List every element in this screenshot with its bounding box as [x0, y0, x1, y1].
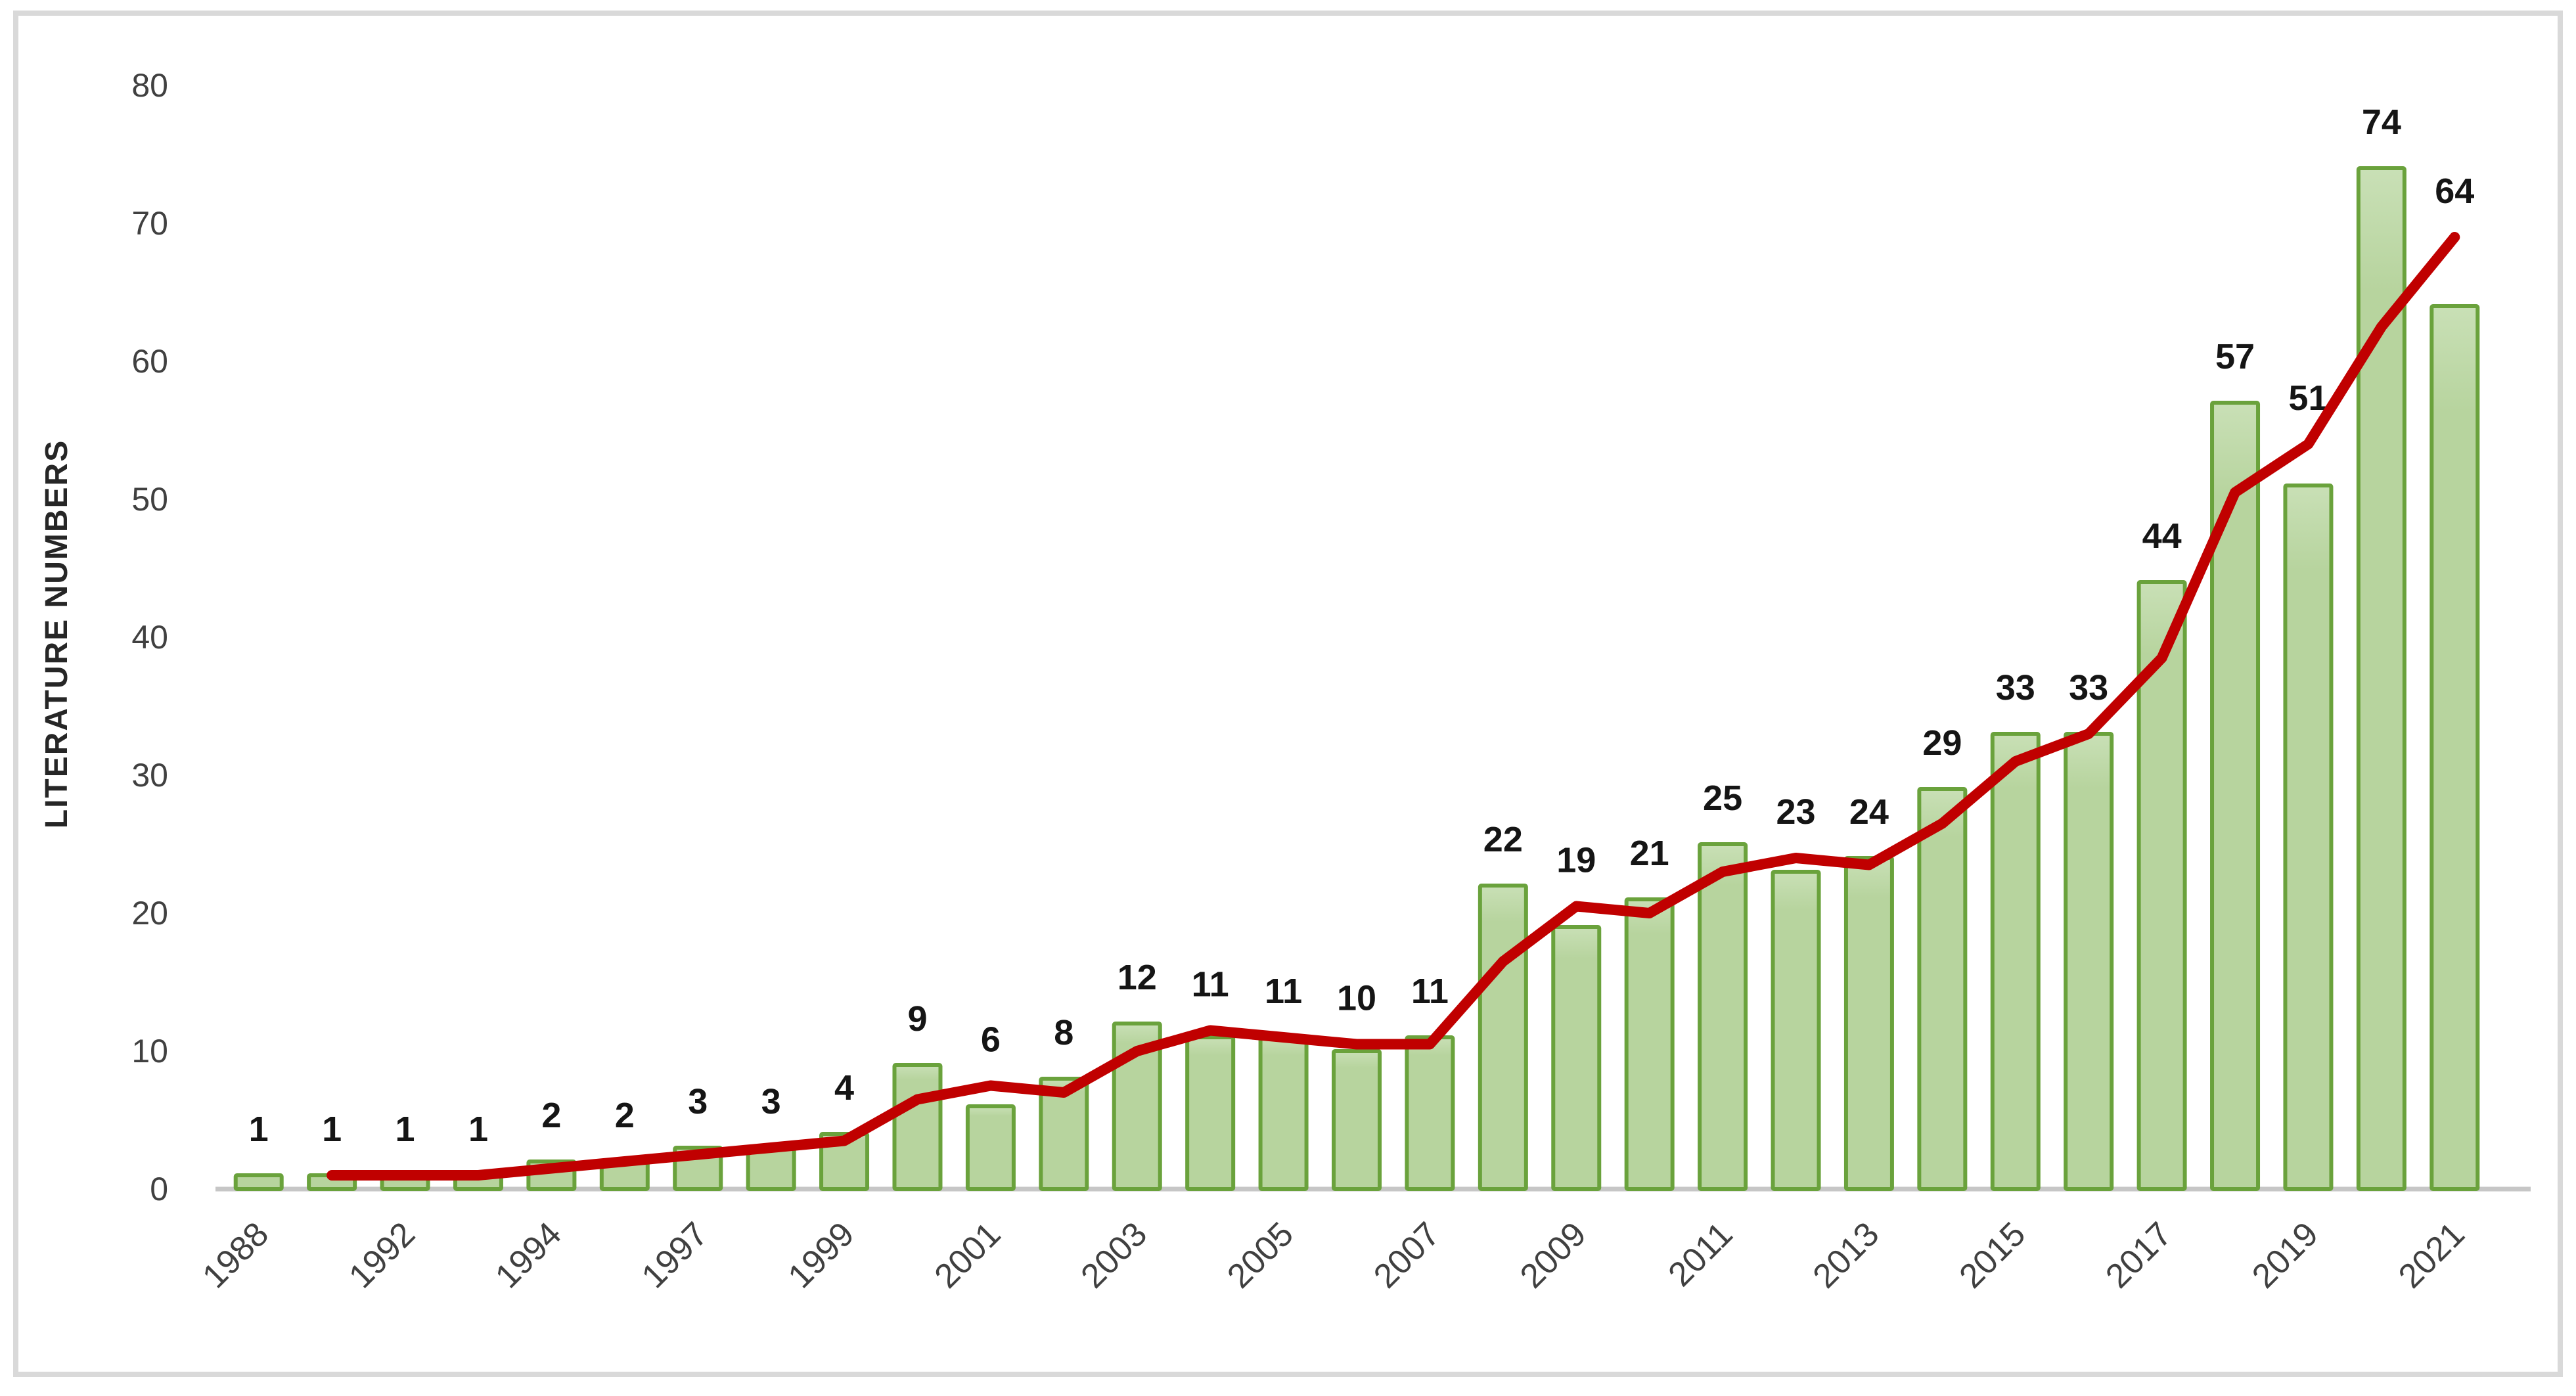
bar-2005	[1258, 1035, 1309, 1191]
bar-2018	[2210, 401, 2261, 1191]
data-label-1999: 4	[834, 1068, 854, 1108]
bar-2003	[1112, 1022, 1162, 1191]
y-axis-ticks: 0 10 20 30 40 50 60 70 80	[131, 67, 168, 1207]
y-tick-label: 70	[131, 205, 168, 242]
data-label-1998: 3	[761, 1082, 781, 1121]
data-label-2020: 74	[2362, 102, 2401, 142]
data-label-2018: 57	[2215, 337, 2255, 376]
bar-2010	[1624, 897, 1675, 1191]
bar-2019	[2283, 484, 2334, 1191]
bar-2009	[1551, 925, 1602, 1191]
data-label-2010: 21	[1630, 834, 1669, 873]
data-label-1994: 2	[541, 1096, 561, 1135]
data-label-2011: 25	[1703, 778, 1742, 818]
data-label-2021: 64	[2435, 171, 2474, 211]
data-label-2014: 29	[1922, 723, 1962, 763]
bar-2014	[1917, 787, 1968, 1191]
data-label-2008: 22	[1483, 820, 1523, 859]
bar-2000	[892, 1063, 943, 1191]
data-label-1996: 2	[615, 1096, 635, 1135]
bar-2012	[1771, 870, 1821, 1191]
data-label-2012: 23	[1776, 792, 1815, 832]
bar-2017	[2136, 580, 2187, 1191]
bar-2001	[965, 1104, 1016, 1191]
data-label-1990: 1	[322, 1110, 342, 1149]
y-tick-label: 50	[131, 481, 168, 518]
trend-line	[327, 232, 2460, 1181]
data-label-2019: 51	[2288, 378, 2328, 418]
data-label-2016: 33	[2069, 668, 2108, 708]
data-label-2004: 11	[1192, 965, 1229, 1004]
y-tick-label: 30	[131, 757, 168, 794]
data-label-2002: 8	[1054, 1013, 1073, 1052]
y-axis-title: LITERATURE NUMBERS	[39, 439, 74, 828]
data-label-1993: 1	[468, 1110, 488, 1149]
bar-2011	[1698, 842, 1748, 1191]
bar-2020	[2356, 166, 2407, 1191]
bar-2004	[1185, 1035, 1236, 1191]
data-label-1992: 1	[395, 1110, 415, 1149]
data-label-2009: 19	[1556, 841, 1596, 880]
y-tick-label: 80	[131, 67, 168, 104]
bar-2008	[1478, 884, 1528, 1191]
bar-2015	[1990, 732, 2041, 1191]
data-label-2015: 33	[1996, 668, 2035, 708]
data-label-2000: 9	[907, 999, 927, 1039]
data-label-1988: 1	[249, 1110, 269, 1149]
data-label-2007: 11	[1411, 972, 1449, 1011]
y-tick-label: 10	[131, 1033, 168, 1070]
y-tick-label: 60	[131, 343, 168, 380]
bar-2021	[2429, 304, 2480, 1191]
bar-2006	[1332, 1049, 1382, 1191]
bar-1988	[233, 1173, 284, 1191]
bar-2016	[2064, 732, 2114, 1191]
data-label-2003: 12	[1118, 958, 1157, 997]
bar-2002	[1039, 1077, 1089, 1191]
data-label-2017: 44	[2142, 516, 2182, 556]
bar-2013	[1843, 856, 1894, 1191]
y-tick-label: 0	[150, 1171, 168, 1207]
data-label-2006: 10	[1337, 979, 1376, 1018]
bar-series	[233, 166, 2480, 1191]
data-label-2001: 6	[981, 1020, 1001, 1060]
data-label-1997: 3	[688, 1082, 708, 1121]
data-label-2005: 11	[1265, 972, 1302, 1011]
bar-2007	[1405, 1035, 1455, 1191]
y-tick-label: 40	[131, 619, 168, 656]
y-tick-label: 20	[131, 895, 168, 932]
data-label-2013: 24	[1849, 792, 1889, 832]
bar-1999	[819, 1132, 870, 1191]
